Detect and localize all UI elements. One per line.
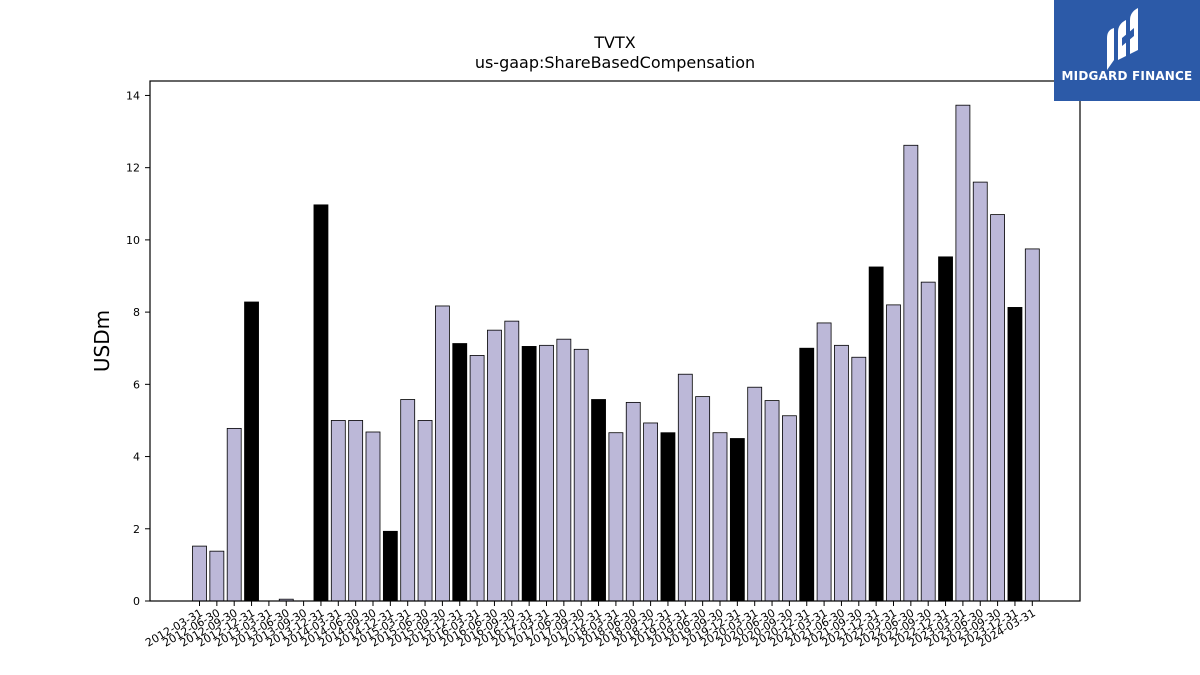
bar-2018-12-31 [660, 432, 676, 602]
bar-2020-03-31 [747, 386, 763, 602]
bar-2022-06-30 [903, 144, 919, 602]
bar-2012-12-31 [244, 301, 259, 602]
bar-2017-03-31 [539, 344, 554, 602]
logo-text: MIDGARD FINANCE [1061, 69, 1193, 83]
bar-2021-09-30 [851, 356, 867, 602]
y-tick-label: 2 [133, 523, 140, 536]
y-axis: 0 2 4 6 8 10 12 14 [126, 89, 150, 608]
bar-2017-12-31 [591, 399, 606, 602]
bar-2020-06-30 [764, 400, 780, 602]
bar-2022-03-31 [886, 304, 901, 602]
bar-2023-06-30 [972, 181, 988, 602]
bar-2013-12-31 [313, 204, 329, 602]
chart-subtitle: us-gaap:ShareBasedCompensation [475, 53, 755, 72]
bar-2017-09-30 [573, 348, 589, 602]
y-tick-label: 12 [126, 162, 140, 175]
bar-2018-09-30 [643, 422, 658, 602]
bar-2015-09-30 [434, 305, 450, 602]
y-axis-label: USDm [90, 310, 114, 372]
y-tick-label: 0 [133, 595, 140, 608]
chart-title: TVTX [593, 33, 635, 52]
bar-2021-12-31 [868, 266, 884, 602]
y-tick-label: 4 [133, 451, 140, 464]
bar-2014-12-31 [382, 530, 398, 602]
bar-2018-03-31 [608, 432, 624, 602]
bar-2021-06-30 [834, 344, 849, 602]
bars-group [192, 104, 1040, 602]
bar-2016-12-31 [521, 346, 537, 602]
bar-2022-09-30 [920, 281, 936, 602]
bar-2015-12-31 [452, 343, 468, 602]
bar-2015-06-30 [417, 420, 433, 602]
bar-2012-09-30 [226, 427, 242, 602]
bar-2024-03-31 [1024, 248, 1040, 602]
bar-2020-12-31 [799, 347, 815, 602]
bar-2012-06-30 [209, 550, 225, 602]
bar-2014-09-30 [365, 431, 381, 602]
bar-2016-09-30 [504, 320, 520, 602]
x-axis: 2012-03-312012-06-302012-09-302012-12-31… [143, 601, 1038, 650]
bar-2017-06-30 [556, 338, 572, 602]
y-tick-label: 14 [126, 89, 140, 102]
bar-2015-03-31 [400, 399, 416, 602]
midgard-finance-logo: MIDGARD FINANCE [1054, 0, 1200, 101]
bar-2023-12-31 [1007, 307, 1023, 602]
bar-2023-09-30 [990, 214, 1005, 602]
bar-2014-03-31 [330, 420, 346, 602]
plot-frame [149, 80, 1081, 602]
bar-2021-03-31 [816, 322, 832, 602]
bar-2012-03-31 [192, 545, 207, 602]
bar-2020-09-30 [782, 415, 797, 602]
bar-2014-06-30 [348, 420, 364, 602]
y-tick-label: 6 [133, 378, 140, 391]
bar-2019-12-31 [729, 438, 745, 602]
y-tick-label: 10 [126, 234, 140, 247]
bar-2016-03-31 [469, 355, 485, 602]
bar-2019-09-30 [712, 432, 728, 602]
midgard-logo-icon [1107, 8, 1138, 70]
bar-2023-03-31 [955, 104, 971, 602]
bar-2022-12-31 [938, 256, 953, 602]
bar-2018-06-30 [625, 401, 641, 602]
y-tick-label: 8 [133, 306, 140, 319]
bar-2016-06-30 [487, 329, 502, 602]
bar-2019-03-31 [677, 373, 693, 602]
bar-2019-06-30 [695, 396, 711, 602]
